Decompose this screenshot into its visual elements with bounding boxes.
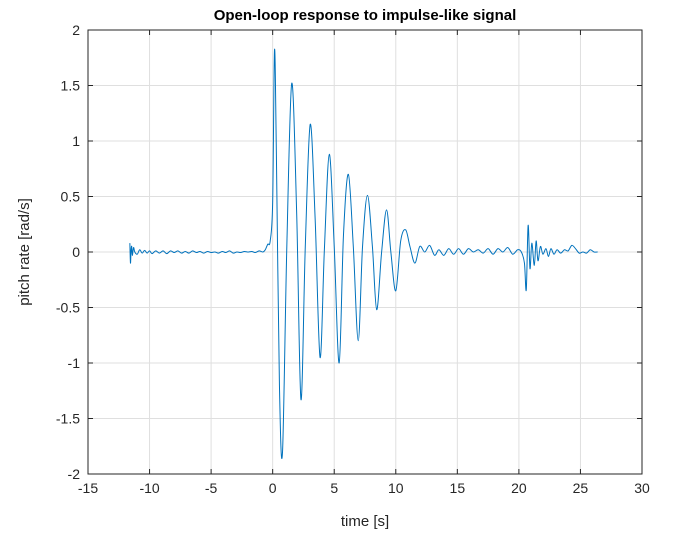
y-tick-label: 0: [72, 244, 80, 260]
y-axis-label: pitch rate [rad/s]: [16, 198, 33, 306]
ticks-layer: -15 -10 -5 0 5 10 15 20 25 30 -2 -1.5 -1 -0.5 0 0.5 1 1.5…: [56, 22, 650, 496]
y-tick-label: 2: [72, 22, 80, 38]
y-tick-label: -2: [68, 466, 81, 482]
y-tick-label: -0.5: [56, 300, 80, 316]
x-tick-label: 10: [388, 480, 404, 496]
x-tick-label: -10: [139, 480, 159, 496]
y-tick-label: -1.5: [56, 411, 80, 427]
chart-title: Open-loop response to impulse-like signa…: [214, 7, 517, 24]
x-tick-label: 5: [330, 480, 338, 496]
y-tick-label: 1: [72, 133, 80, 149]
y-tick-label: -1: [68, 355, 81, 371]
x-axis-label: time [s]: [341, 513, 389, 530]
x-tick-label: 25: [573, 480, 589, 496]
x-tick-label: -15: [78, 480, 98, 496]
y-tick-label: 1.5: [61, 78, 81, 94]
series-line-pitch-rate: [129, 48, 598, 459]
x-tick-label: 30: [634, 480, 650, 496]
series-layer: [129, 48, 598, 459]
x-tick-label: 0: [269, 480, 277, 496]
x-tick-label: -5: [205, 480, 218, 496]
x-tick-label: 15: [450, 480, 466, 496]
x-tick-label: 20: [511, 480, 527, 496]
y-tick-label: 0.5: [61, 189, 81, 205]
